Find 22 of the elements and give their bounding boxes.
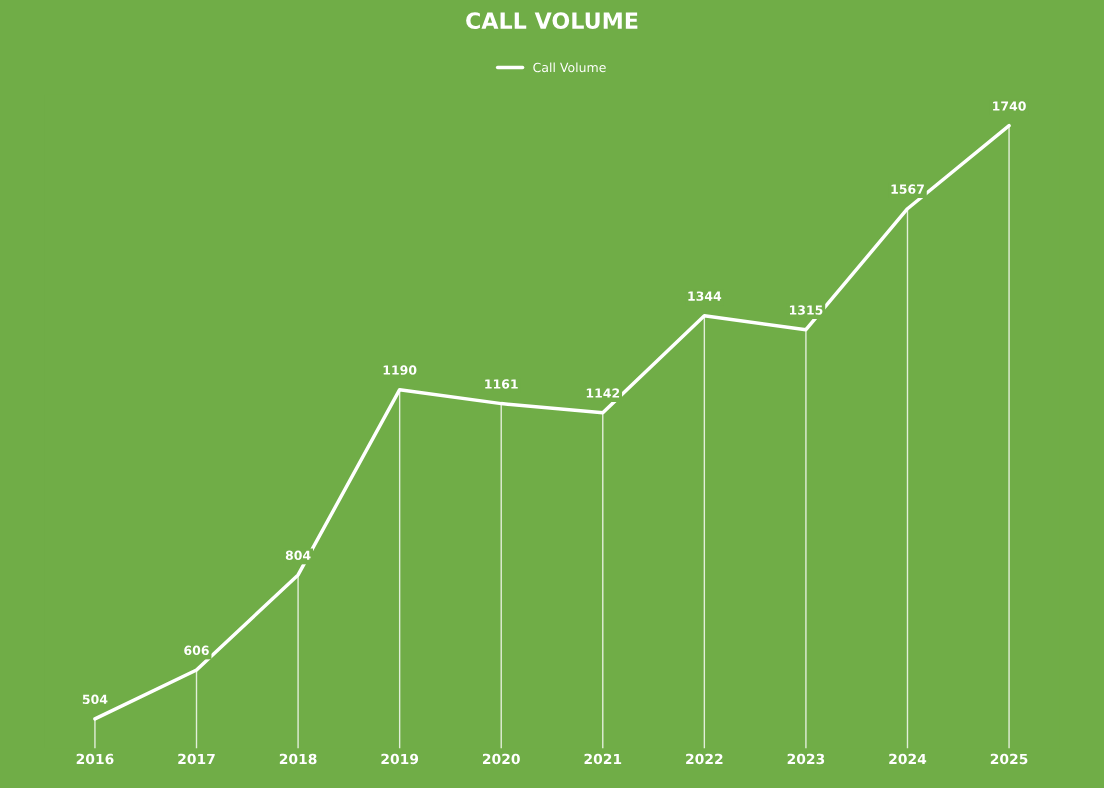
legend-label: Call Volume [533, 62, 606, 73]
x-tick-label: 2019 [381, 753, 419, 765]
data-label: 1161 [485, 379, 518, 389]
data-label: 1344 [688, 291, 722, 301]
x-tick-label: 2017 [178, 753, 215, 765]
data-label: 804 [285, 550, 311, 561]
x-tick-label: 2016 [76, 753, 114, 765]
data-label: 606 [184, 645, 209, 656]
x-tick-label: 2023 [787, 753, 825, 765]
chart-title: CALL VOLUME [466, 12, 638, 30]
x-tick-label: 2018 [279, 753, 317, 765]
data-label: 504 [82, 694, 108, 705]
data-label: 1740 [993, 101, 1026, 111]
x-tick-label: 2024 [889, 753, 927, 765]
data-label: 1567 [891, 184, 924, 194]
x-tick-label: 2020 [482, 753, 520, 765]
data-label: 1142 [586, 388, 620, 398]
x-tick-label: 2021 [584, 753, 622, 765]
x-tick-label: 2022 [686, 753, 723, 765]
data-label: 1315 [789, 305, 823, 315]
data-label: 1190 [383, 365, 417, 375]
x-tick-label: 2025 [990, 753, 1028, 765]
